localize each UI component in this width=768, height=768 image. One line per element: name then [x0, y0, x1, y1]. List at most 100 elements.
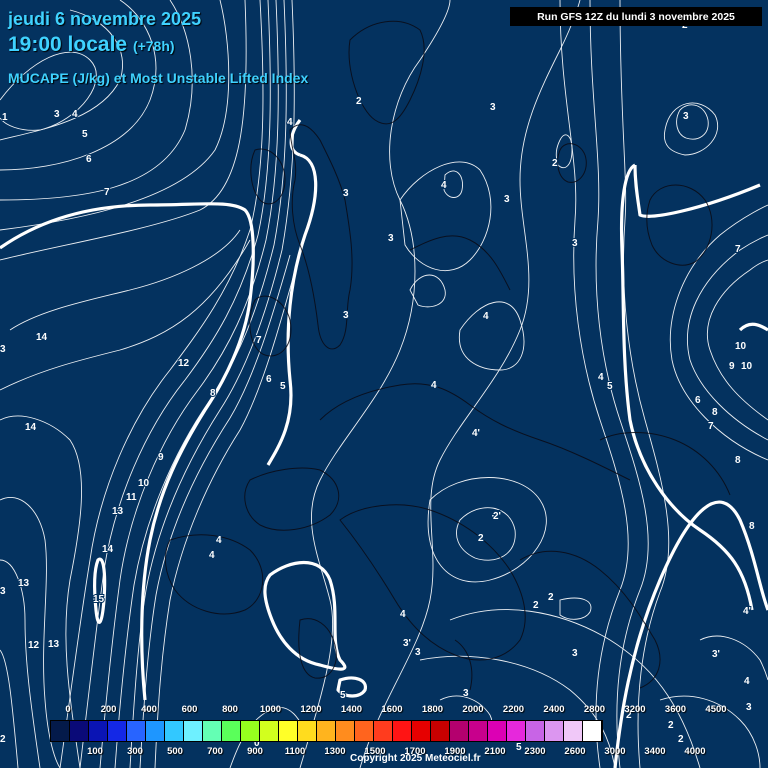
li-label: 10	[741, 361, 753, 372]
li-label: 6	[86, 154, 92, 165]
legend-swatch	[279, 721, 298, 741]
legend-swatch	[564, 721, 583, 741]
li-label: 5	[280, 381, 286, 392]
coastlines	[164, 20, 731, 691]
legend-swatch	[488, 721, 507, 741]
li-label: 4	[400, 609, 406, 620]
li-label: 3	[504, 194, 510, 205]
li-label: 2'	[493, 511, 501, 522]
legend-swatch	[374, 721, 393, 741]
li-label: 3	[490, 102, 496, 113]
legend-bottom-label: 1100	[284, 746, 306, 757]
legend-bottom-label: 700	[207, 746, 223, 757]
legend-bottom-label: 1500	[364, 746, 386, 757]
legend-bottom-label: 3000	[604, 746, 626, 757]
li-label: 4	[483, 311, 489, 322]
li-label: 3	[343, 188, 349, 199]
li-label: 3	[343, 310, 349, 321]
li-label: 10	[735, 341, 747, 352]
li-label: 4	[72, 109, 78, 120]
legend-swatch	[51, 721, 70, 741]
li-label: 3	[54, 109, 60, 120]
legend-swatch	[184, 721, 203, 741]
li-label: 7	[256, 335, 262, 346]
li-label: 4	[209, 550, 215, 561]
li-label: 3	[415, 647, 421, 658]
li-label: 9	[158, 452, 164, 463]
forecast-time-text: 19:00 locale	[8, 33, 128, 56]
li-label: 1	[2, 112, 8, 123]
legend-bottom-label: 1300	[324, 746, 346, 757]
legend-swatch	[545, 721, 564, 741]
li-label: 4'	[492, 510, 500, 521]
legend-swatch	[507, 721, 526, 741]
legend-top-label: 200	[100, 704, 117, 715]
legend-swatch	[222, 721, 241, 741]
li-label: 13	[18, 578, 30, 589]
zero-lifted-index-contours	[0, 119, 768, 768]
li-label: 14	[36, 332, 48, 343]
legend-swatch	[393, 721, 412, 741]
legend-swatch	[241, 721, 260, 741]
legend-swatch	[108, 721, 127, 741]
li-label: 4'	[743, 606, 751, 617]
legend-top-label: 1200	[300, 704, 322, 715]
color-scale-legend: 0 200 400 600 800 1000 1200 1400 1600 1800 2000 220…	[0, 700, 768, 768]
legend-top-label: 4500	[705, 704, 727, 715]
legend-bottom-label: 2100	[484, 746, 506, 757]
legend-bottom-label: 900	[247, 746, 263, 757]
li-label: 3	[683, 111, 689, 122]
li-label: 8	[749, 521, 755, 532]
legend-swatch	[469, 721, 488, 741]
li-label: 8	[735, 455, 741, 466]
li-label: 5	[607, 381, 613, 392]
legend-top-label: 1600	[381, 704, 403, 715]
li-label: 14	[25, 422, 37, 433]
legend-swatch	[526, 721, 545, 741]
legend-top-label: 2200	[502, 704, 525, 715]
legend-top-label: 800	[222, 704, 238, 715]
li-label: 11	[126, 492, 137, 503]
copyright: Copyright 2025 Meteociel.fr	[350, 753, 481, 764]
li-label: 7	[708, 421, 714, 432]
lifted-index-labels: 1 3 4 5 6 7 14 14 12 8 9 10 11 13 14 15 …	[0, 19, 756, 754]
li-label: 6	[266, 374, 272, 385]
li-label: 2	[0, 734, 6, 745]
legend-bottom-label: 3400	[644, 746, 666, 757]
li-label: 5	[516, 742, 522, 753]
li-label: 4	[744, 676, 750, 687]
li-label: 3	[463, 688, 469, 699]
forecast-lead: (+78h)	[132, 38, 175, 54]
legend-top-label: 3200	[624, 704, 646, 715]
legend-top-label: 0	[65, 704, 71, 715]
legend-top-label: 2400	[543, 704, 565, 715]
legend-bottom-label: 4000	[684, 746, 706, 757]
li-label: 5	[82, 129, 88, 140]
legend-top-label: 600	[181, 704, 198, 715]
li-label: 3	[0, 344, 6, 355]
li-label: 15	[93, 594, 105, 605]
li-label: 4'	[472, 428, 480, 439]
li-label: 3'	[712, 649, 720, 660]
li-label: 3	[746, 702, 752, 713]
li-label: 4	[598, 372, 604, 383]
li-label: 4	[216, 535, 222, 546]
li-label: 2	[626, 710, 632, 721]
legend-swatch	[89, 721, 108, 741]
forecast-time: 19:00 locale (+78h)	[8, 33, 175, 57]
legend-bottom-label: 300	[127, 746, 143, 757]
li-label: 3'	[403, 638, 411, 649]
legend-top-label: 2800	[583, 704, 606, 715]
legend-swatch	[355, 721, 374, 741]
legend-bottom-label: 100	[87, 746, 103, 757]
legend-swatch	[412, 721, 431, 741]
product-title: MUCAPE (J/kg) et Most Unstable Lifted In…	[8, 70, 309, 86]
li-label: 14	[102, 544, 114, 555]
legend-swatch	[70, 721, 89, 741]
legend-swatch	[298, 721, 317, 741]
legend-top-label: 1400	[340, 704, 363, 715]
li-label: 2	[548, 592, 554, 603]
li-label: 12	[28, 640, 40, 651]
li-label: 4	[441, 180, 447, 191]
